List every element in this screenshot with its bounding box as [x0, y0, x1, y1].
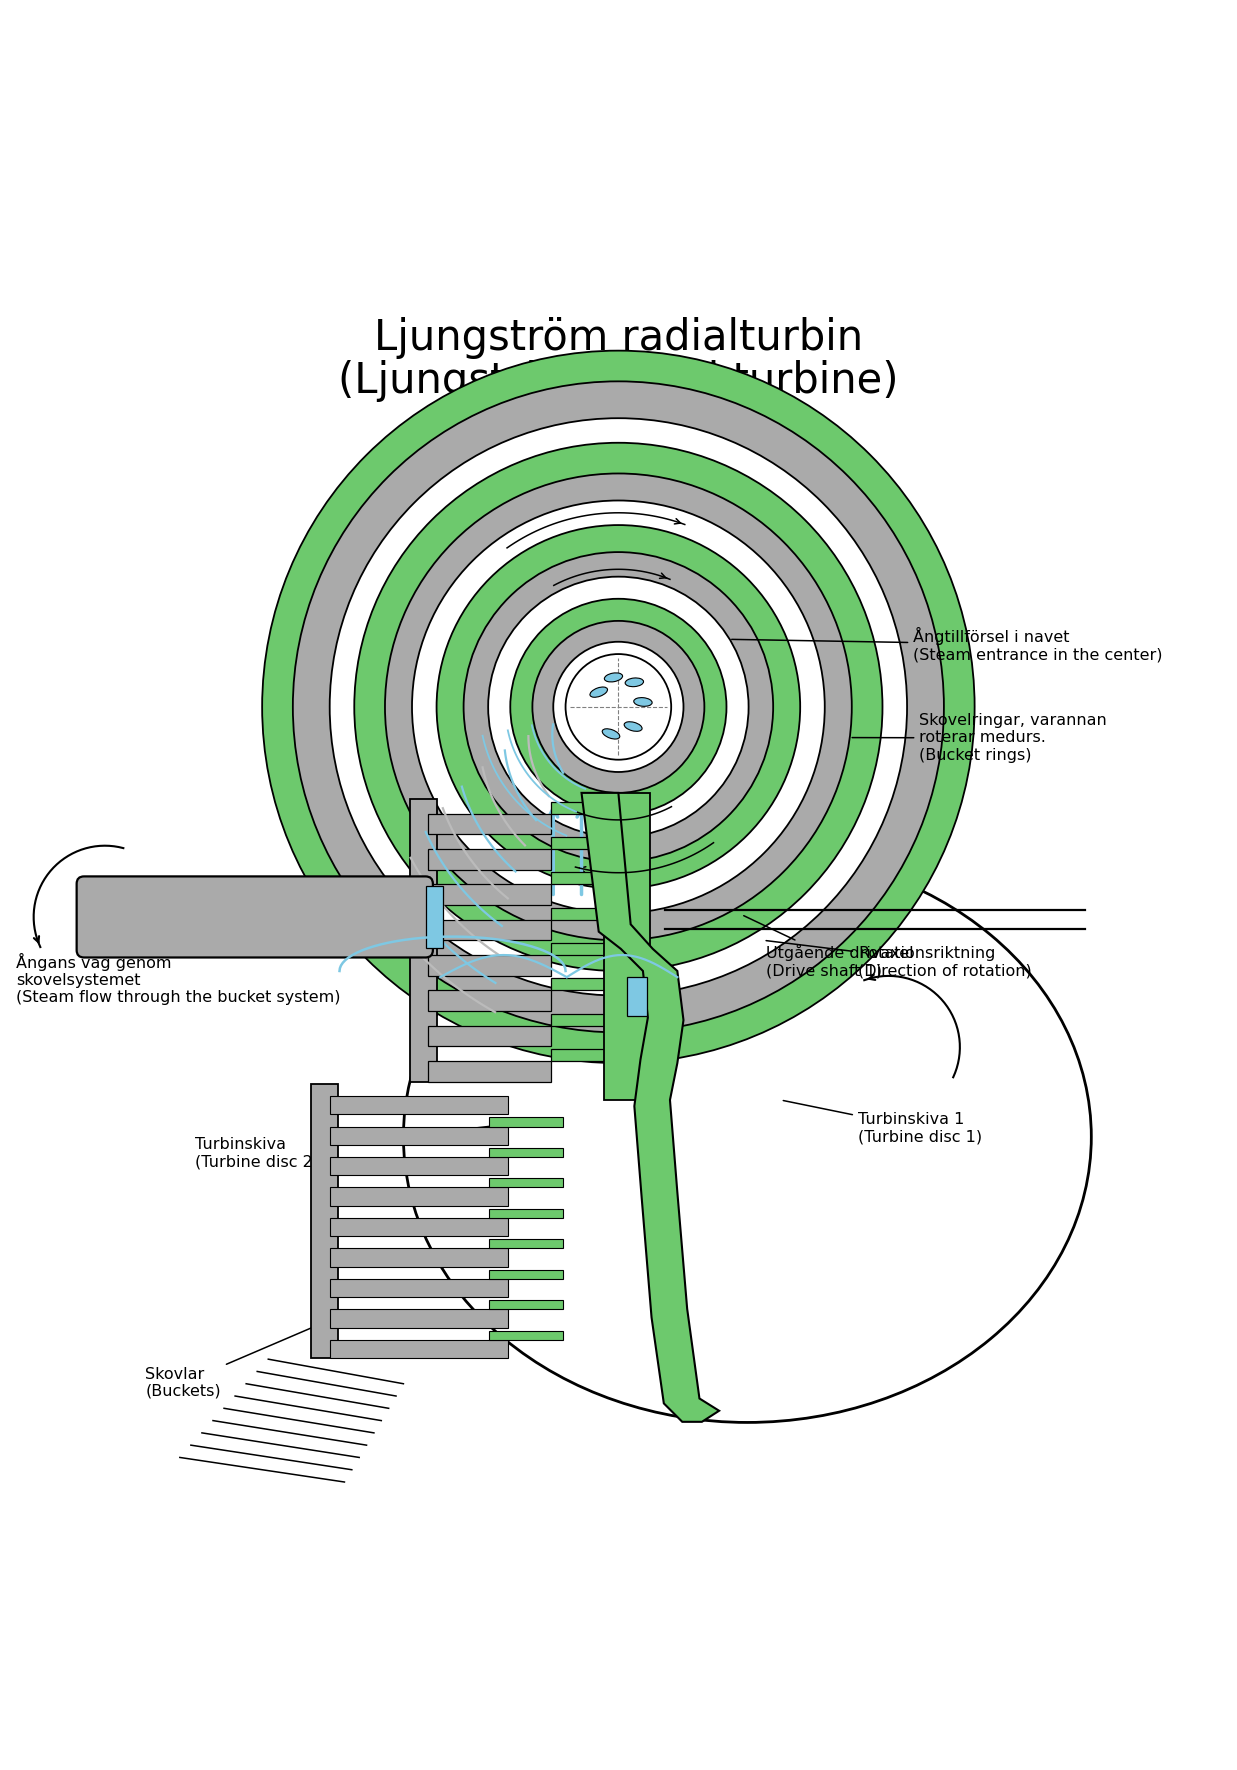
- Circle shape: [262, 350, 975, 1064]
- Bar: [550, 802, 606, 814]
- Bar: [550, 943, 606, 956]
- Circle shape: [330, 418, 907, 995]
- Bar: [604, 793, 651, 1099]
- Bar: [550, 908, 606, 920]
- Bar: [550, 873, 606, 885]
- Bar: [550, 979, 606, 991]
- Bar: [409, 798, 437, 1081]
- Bar: [330, 1248, 508, 1267]
- Text: Utgående drivaxel
(Drive shaft 2): Utgående drivaxel (Drive shaft 2): [163, 887, 312, 922]
- Bar: [490, 1331, 563, 1340]
- Bar: [428, 991, 550, 1011]
- Bar: [330, 1278, 508, 1297]
- Circle shape: [412, 501, 825, 913]
- Bar: [330, 1096, 508, 1115]
- Text: Ångans väg genom
skovelsystemet
(Steam flow through the bucket system): Ångans väg genom skovelsystemet (Steam f…: [16, 897, 427, 1005]
- Bar: [428, 850, 550, 869]
- Text: Turbinskiva 1
(Turbine disc 1): Turbinskiva 1 (Turbine disc 1): [783, 1101, 982, 1145]
- Ellipse shape: [602, 729, 620, 740]
- Circle shape: [553, 643, 684, 772]
- Text: Turbinskiva
(Turbine disc 2): Turbinskiva (Turbine disc 2): [194, 1126, 502, 1170]
- FancyBboxPatch shape: [77, 876, 433, 958]
- Bar: [428, 1060, 550, 1081]
- Circle shape: [565, 655, 672, 759]
- Circle shape: [437, 526, 800, 889]
- Circle shape: [354, 442, 882, 972]
- Ellipse shape: [625, 678, 643, 687]
- Bar: [490, 1117, 563, 1127]
- Circle shape: [293, 381, 944, 1032]
- Circle shape: [511, 598, 726, 814]
- Bar: [428, 814, 550, 834]
- Circle shape: [532, 621, 704, 793]
- Bar: [490, 1149, 563, 1158]
- Bar: [428, 1027, 550, 1046]
- Text: Utgående drivaxel
(Drive shaft 1): Utgående drivaxel (Drive shaft 1): [743, 915, 913, 979]
- Text: Ljungström radialturbin: Ljungström radialturbin: [374, 317, 863, 359]
- Ellipse shape: [633, 697, 652, 706]
- Bar: [330, 1340, 508, 1358]
- Bar: [550, 1014, 606, 1027]
- Text: Skovlar
(Buckets): Skovlar (Buckets): [146, 1319, 333, 1398]
- Text: Ångtillförsel i navet
(Steam entrance in the center): Ångtillförsel i navet (Steam entrance in…: [732, 627, 1163, 662]
- Text: Skovelringar, varannan
roterar medurs.
(Bucket rings): Skovelringar, varannan roterar medurs. (…: [852, 713, 1107, 763]
- Bar: [330, 1218, 508, 1235]
- Bar: [490, 1301, 563, 1310]
- Bar: [330, 1127, 508, 1145]
- Circle shape: [489, 577, 748, 837]
- Bar: [330, 1188, 508, 1205]
- Text: (Ljungström radial turbine): (Ljungström radial turbine): [338, 361, 898, 402]
- Ellipse shape: [625, 722, 642, 731]
- Bar: [550, 1050, 606, 1060]
- Bar: [426, 887, 443, 947]
- Bar: [312, 1083, 338, 1358]
- Ellipse shape: [590, 687, 607, 697]
- Ellipse shape: [605, 673, 622, 681]
- Bar: [490, 1179, 563, 1188]
- Bar: [428, 885, 550, 904]
- Bar: [627, 977, 647, 1016]
- Circle shape: [464, 552, 773, 862]
- Bar: [490, 1269, 563, 1278]
- Circle shape: [385, 474, 852, 940]
- Bar: [490, 1239, 563, 1248]
- Bar: [330, 1310, 508, 1328]
- Text: Rotationsriktning
(Direction of rotation): Rotationsriktning (Direction of rotation…: [766, 940, 1032, 979]
- Bar: [428, 920, 550, 940]
- Bar: [550, 837, 606, 850]
- Bar: [428, 956, 550, 975]
- Bar: [330, 1158, 508, 1175]
- Polygon shape: [581, 793, 719, 1421]
- Bar: [490, 1209, 563, 1218]
